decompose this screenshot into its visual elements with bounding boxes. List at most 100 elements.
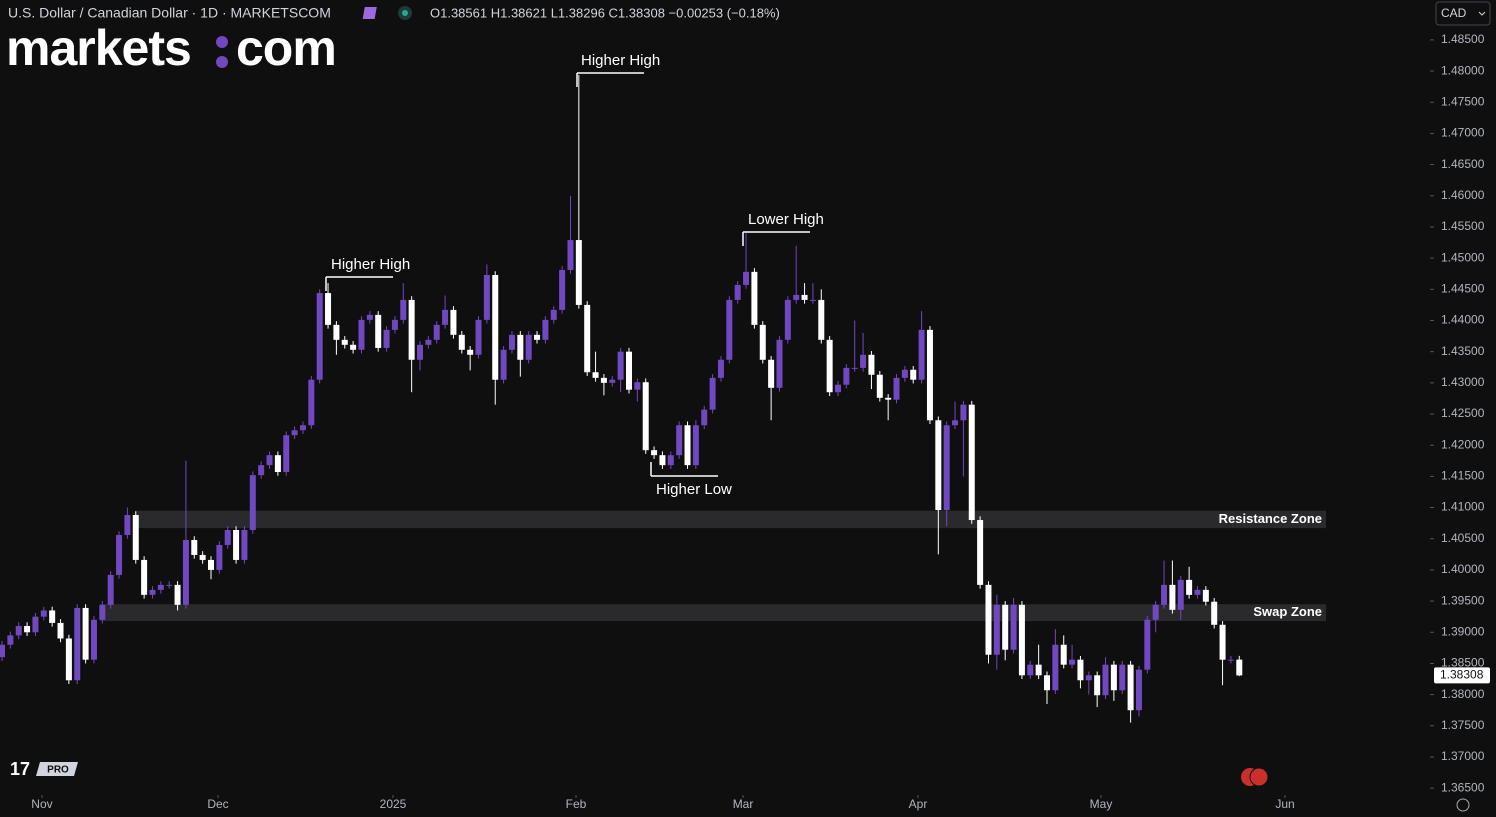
candle-body bbox=[442, 309, 449, 325]
y-tick-label: 1.42000 bbox=[1441, 437, 1485, 451]
symbol-title: U.S. Dollar / Canadian Dollar · 1D · MAR… bbox=[8, 5, 331, 21]
candle-body bbox=[1177, 579, 1184, 610]
x-tick-label: Feb bbox=[566, 797, 587, 811]
candle-body bbox=[333, 324, 340, 340]
candle-body bbox=[751, 271, 758, 325]
candle-body bbox=[985, 584, 992, 655]
candle-body bbox=[99, 604, 106, 620]
candle-body bbox=[174, 584, 181, 605]
candle-body bbox=[726, 299, 733, 360]
candle-body bbox=[600, 377, 607, 383]
y-tick-label: 1.40000 bbox=[1441, 562, 1485, 576]
candle-body bbox=[759, 324, 766, 360]
candle-body bbox=[1211, 601, 1218, 625]
y-tick-label: 1.37000 bbox=[1441, 749, 1485, 763]
currency-label[interactable]: CAD bbox=[1441, 6, 1467, 20]
candle-body bbox=[1202, 589, 1209, 602]
y-tick-label: 1.37500 bbox=[1441, 718, 1485, 732]
candle-body bbox=[40, 610, 47, 617]
y-tick-label: 1.47500 bbox=[1441, 94, 1485, 108]
candle-body bbox=[1044, 675, 1050, 691]
candle-body bbox=[893, 377, 900, 400]
y-tick-label: 1.38000 bbox=[1441, 687, 1485, 701]
candle-body bbox=[483, 274, 490, 320]
event-flag[interactable] bbox=[1249, 767, 1269, 787]
candle-body bbox=[918, 329, 925, 380]
candle-body bbox=[709, 377, 716, 410]
candle-body bbox=[1161, 584, 1168, 605]
candle-body bbox=[74, 607, 81, 681]
candle-body bbox=[843, 367, 850, 385]
candle-body bbox=[467, 349, 474, 355]
candle-body bbox=[550, 309, 557, 320]
candle-body bbox=[391, 319, 398, 330]
candle-body bbox=[1144, 619, 1151, 670]
logo-dot bbox=[216, 56, 228, 68]
candle-body bbox=[1085, 675, 1092, 681]
y-tick-label: 1.42500 bbox=[1441, 406, 1485, 420]
candle-body bbox=[208, 559, 214, 570]
candle-body bbox=[993, 604, 1000, 655]
candle-body bbox=[1135, 669, 1142, 711]
candle-body bbox=[525, 334, 532, 360]
candle-body bbox=[316, 293, 323, 380]
candle-body bbox=[885, 397, 892, 400]
pro-badge-bg bbox=[36, 762, 78, 776]
candle-body bbox=[216, 544, 223, 570]
candle-body bbox=[634, 382, 641, 390]
y-tick-label: 1.39500 bbox=[1441, 593, 1485, 607]
candle-body bbox=[968, 404, 975, 521]
candle-body bbox=[149, 589, 156, 595]
candle-body bbox=[659, 455, 666, 466]
logo-right: com bbox=[236, 20, 336, 76]
candle-body bbox=[241, 530, 248, 560]
zone-label: Swap Zone bbox=[1253, 604, 1322, 619]
candle-body bbox=[626, 351, 632, 390]
candle-body bbox=[57, 622, 64, 639]
candle-body bbox=[559, 269, 566, 310]
candle-body bbox=[0, 644, 5, 658]
y-tick-label: 1.36500 bbox=[1441, 780, 1485, 794]
y-tick-label: 1.48000 bbox=[1441, 63, 1485, 77]
candle-body bbox=[768, 359, 775, 388]
candle-body bbox=[692, 425, 699, 466]
candle-body bbox=[943, 425, 950, 511]
x-tick-label: May bbox=[1090, 797, 1113, 811]
candle-body bbox=[534, 334, 541, 340]
candle-body bbox=[124, 515, 131, 535]
candle-body bbox=[1010, 604, 1017, 650]
candle-body bbox=[116, 534, 123, 575]
y-tick-label: 1.41000 bbox=[1441, 500, 1485, 514]
candle-body bbox=[651, 450, 658, 456]
dropdown-arrow[interactable] bbox=[1478, 11, 1486, 16]
candle-body bbox=[325, 293, 332, 325]
candle-body bbox=[784, 299, 791, 340]
candle-body bbox=[258, 465, 265, 476]
candle-body bbox=[308, 379, 315, 426]
settings-icon[interactable] bbox=[1456, 798, 1470, 812]
y-tick-label: 1.43000 bbox=[1441, 375, 1485, 389]
candle-body bbox=[684, 425, 691, 466]
candles bbox=[0, 74, 1243, 723]
candle-body bbox=[1060, 644, 1067, 665]
candle-body bbox=[1119, 664, 1126, 691]
candle-body bbox=[1018, 604, 1025, 676]
currency-select[interactable] bbox=[1435, 1, 1491, 26]
candle-body bbox=[960, 404, 967, 421]
y-tick-label: 1.44500 bbox=[1441, 281, 1485, 295]
x-tick-label: Nov bbox=[31, 797, 52, 811]
candle-body bbox=[801, 294, 808, 300]
candle-body bbox=[249, 475, 256, 530]
candle-body bbox=[283, 435, 290, 473]
candle-body bbox=[274, 455, 281, 473]
y-tick-label: 1.39000 bbox=[1441, 624, 1485, 638]
logo-dot bbox=[216, 36, 228, 48]
candle-body bbox=[141, 559, 148, 595]
x-tick-label: 2025 bbox=[380, 797, 407, 811]
candle-body bbox=[584, 304, 591, 373]
candle-body bbox=[776, 339, 783, 388]
zone-label: Resistance Zone bbox=[1219, 511, 1322, 526]
candle-body bbox=[1094, 675, 1101, 696]
x-tick-label: Jun bbox=[1275, 797, 1294, 811]
